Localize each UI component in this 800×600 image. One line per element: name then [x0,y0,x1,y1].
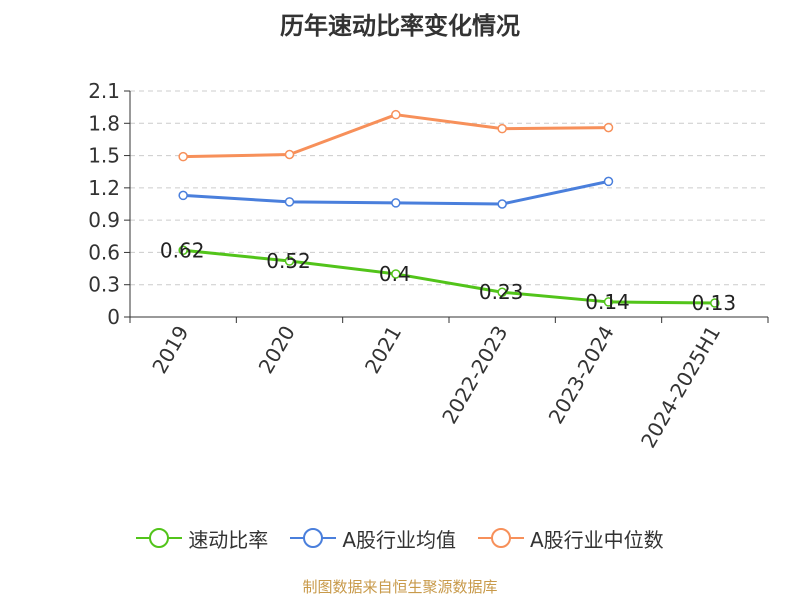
data-point [284,256,295,266]
y-tick-label: 1.2 [88,176,120,200]
data-point [603,176,614,187]
legend-label: A股行业均值 [342,527,456,552]
legend-marker-icon [290,528,337,548]
data-point [284,149,295,160]
x-tick-label: 2022-2023 [437,321,512,427]
data-label: 0.52 [266,249,311,273]
legend: 速动比率 A股行业均值 A股行业中位数 [0,520,800,556]
data-point [497,287,507,297]
data-label: 0.62 [160,238,205,262]
y-tick-label: 0 [107,305,120,329]
x-tick-label: 2023-2024 [544,322,619,428]
chart-title: 历年速动比率变化情况 [280,12,520,40]
data-label: 0.4 [379,262,411,286]
legend-item[interactable]: A股行业均值 [290,524,456,553]
data-point [603,122,614,133]
y-tick-label: 1.5 [88,144,120,168]
y-tick-label: 0.3 [88,273,120,297]
series-line [183,113,609,159]
data-point [178,245,188,256]
data-point [391,109,401,120]
data-point [178,151,188,162]
axes: 0 0.3 0.6 0.9 1.2 1.5 1.8 2.1 2019 2020 2021 2022-2… [88,79,769,452]
data-labels: 0.62 0.52 0.4 0.23 0.14 0.13 [160,238,736,315]
x-tick-label: 2024-2025H1 [636,322,725,452]
x-tick-label: 2019 [147,322,193,378]
data-label: 0.13 [692,291,737,315]
legend-label: A股行业中位数 [530,527,664,552]
grid-lines [130,90,768,286]
y-tick-label: 0.6 [88,240,120,264]
data-label: 0.23 [479,280,524,304]
x-tick-label: 2020 [254,322,300,378]
y-tick-label: 1.8 [88,111,120,135]
data-point [284,197,295,207]
data-point [603,297,614,307]
legend-marker-icon [478,528,524,548]
data-point [710,298,720,308]
series-lines [178,109,720,308]
legend-item[interactable]: A股行业中位数 [478,524,664,553]
data-point [497,123,507,134]
line-chart: 0 0.3 0.6 0.9 1.2 1.5 1.8 2.1 2019 2020 2021 2022-2… [88,79,769,452]
y-tick-label: 2.1 [88,79,120,103]
data-point [178,190,188,201]
legend-marker-icon [136,528,183,548]
data-point [391,269,401,279]
legend-label: 速动比率 [188,527,269,552]
y-tick-label: 0.9 [88,208,120,232]
legend-item[interactable]: 速动比率 [136,524,268,553]
data-label: 0.14 [585,290,630,314]
source-note: 制图数据来自恒生聚源数据库 [302,578,498,596]
series-line [183,248,715,305]
data-point [391,198,401,208]
data-point [497,199,507,209]
x-tick-label: 2021 [360,322,406,378]
